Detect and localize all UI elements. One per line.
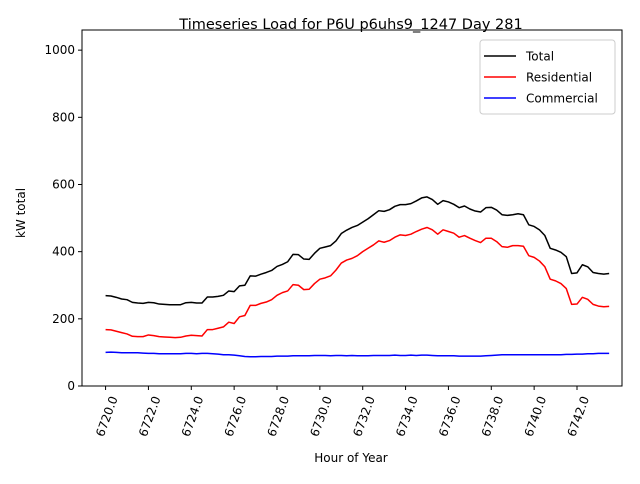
series-line-total (105, 196, 610, 306)
y-tick-label: 200 (52, 312, 75, 326)
y-tick-label: 400 (52, 245, 75, 259)
legend-box (479, 39, 616, 115)
y-tick-label: 800 (52, 110, 75, 124)
legend-label-total: Total (525, 50, 554, 64)
x-axis-label: Hour of Year (314, 451, 388, 465)
y-tick-label: 0 (67, 379, 75, 393)
legend-entries: Total Residential Commercial (484, 50, 598, 106)
y-axis-label: kW total (14, 188, 28, 238)
chart-title: Timeseries Load for P6U p6uhs9_1247 Day … (178, 17, 522, 33)
axes-layer (81, 29, 623, 387)
y-tick-label: 600 (52, 177, 75, 191)
series-layer (105, 196, 610, 358)
plot-frame (81, 29, 623, 387)
legend-label-commercial: Commercial (526, 92, 598, 106)
y-tick-label: 1000 (44, 43, 75, 57)
series-line-residential (105, 226, 610, 339)
legend: Total Residential Commercial (479, 39, 616, 115)
y-axis-ticks: 0 200 400 600 800 1000 (44, 43, 82, 393)
legend-label-residential: Residential (526, 71, 592, 85)
series-line-commercial (105, 351, 610, 358)
